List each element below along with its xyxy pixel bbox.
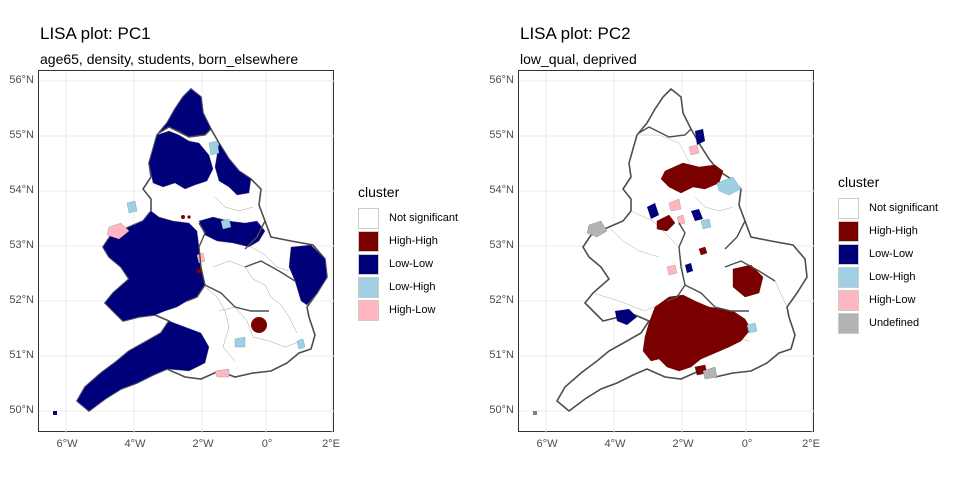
legend-label: Low-Low [389, 258, 434, 270]
high-low-regions [106, 222, 230, 378]
legend-swatch [358, 277, 379, 298]
low-low-regions [615, 129, 705, 325]
x-tick-label: 2°W [192, 438, 214, 450]
high-high-regions [181, 215, 267, 333]
legend-item: Low-High [838, 267, 915, 290]
legend-item: High-Low [838, 290, 915, 313]
choropleth-map-pc1 [39, 71, 335, 433]
legend-label: Low-Low [869, 248, 914, 260]
legend: cluster Not significant High-High Low-Lo… [838, 174, 938, 336]
legend-title: cluster [358, 184, 400, 200]
undefined-regions [586, 220, 718, 380]
x-tick-label: 0° [261, 438, 273, 450]
legend-label: High-High [389, 235, 438, 247]
legend-label: High-Low [389, 304, 436, 316]
y-tick-label: 55°N [489, 129, 514, 141]
legend-item: Not significant [358, 208, 458, 231]
map-subtitle: age65, density, students, born_elsewhere [40, 51, 299, 67]
isles-of-scilly [53, 411, 57, 415]
map-plot-area [518, 70, 815, 433]
x-tick-label: 2°W [672, 438, 694, 450]
legend-swatch [358, 300, 379, 321]
legend-item: Low-Low [358, 254, 433, 277]
y-tick-label: 52°N [489, 294, 514, 306]
isles-of-scilly [533, 411, 537, 415]
legend-label: High-High [869, 225, 918, 237]
legend-swatch [838, 267, 859, 288]
legend-label: Low-High [869, 271, 916, 283]
map-title: LISA plot: PC1 [40, 24, 151, 43]
y-tick-label: 54°N [489, 184, 514, 196]
legend-label: Not significant [869, 202, 939, 214]
choropleth-map-pc2 [519, 71, 815, 433]
legend-swatch [838, 198, 859, 219]
y-tick-label: 55°N [9, 129, 34, 141]
legend-item: High-High [358, 231, 438, 254]
legend: cluster Not significant High-High Low-Lo… [358, 184, 458, 323]
legend-swatch [838, 244, 859, 265]
y-tick-label: 56°N [489, 74, 514, 86]
legend-item: High-High [838, 221, 918, 244]
y-tick-label: 51°N [489, 349, 514, 361]
legend-title: cluster [838, 174, 880, 190]
y-tick-label: 52°N [9, 294, 34, 306]
low-low-regions [76, 88, 328, 412]
y-tick-label: 54°N [9, 184, 34, 196]
legend-label: Low-High [389, 281, 436, 293]
map-panel-pc2: LISA plot: PC2 low_qual, deprived 56°N 5… [480, 0, 960, 480]
legend-item: Low-High [358, 277, 435, 300]
low-high-regions [700, 176, 758, 334]
legend-swatch [838, 221, 859, 242]
y-tick-label: 50°N [9, 404, 34, 416]
low-high-regions [126, 140, 306, 350]
y-tick-label: 53°N [9, 239, 34, 251]
legend-label: Not significant [389, 212, 459, 224]
map-panel-pc1: LISA plot: PC1 age65, density, students,… [9, 24, 458, 450]
x-tick-label: 0° [741, 438, 753, 450]
legend-item: High-Low [358, 300, 435, 323]
x-tick-label: 2°E [802, 438, 820, 450]
legend-swatch [358, 231, 379, 252]
map-plot-area [38, 70, 335, 433]
legend-swatch [838, 313, 859, 334]
y-tick-label: 56°N [9, 74, 34, 86]
y-tick-label: 50°N [489, 404, 514, 416]
legend-item: Undefined [838, 313, 919, 336]
x-tick-label: 4°W [604, 438, 626, 450]
legend-item: Low-Low [838, 244, 913, 267]
y-tick-label: 51°N [9, 349, 34, 361]
x-tick-label: 6°W [536, 438, 558, 450]
region-borders [638, 126, 776, 312]
region-borders [158, 126, 296, 312]
legend-label: Undefined [869, 317, 920, 329]
legend-swatch [358, 208, 379, 229]
legend-swatch [838, 290, 859, 311]
y-tick-label: 53°N [489, 239, 514, 251]
legend-label: High-Low [869, 294, 916, 306]
legend-item: Not significant [838, 198, 938, 221]
x-tick-label: 6°W [56, 438, 78, 450]
map-title: LISA plot: PC2 [520, 24, 631, 43]
x-tick-label: 4°W [124, 438, 146, 450]
x-tick-label: 2°E [322, 438, 340, 450]
map-subtitle: low_qual, deprived [520, 51, 637, 67]
high-high-regions [642, 162, 764, 376]
high-low-regions [666, 144, 700, 276]
legend-swatch [358, 254, 379, 275]
